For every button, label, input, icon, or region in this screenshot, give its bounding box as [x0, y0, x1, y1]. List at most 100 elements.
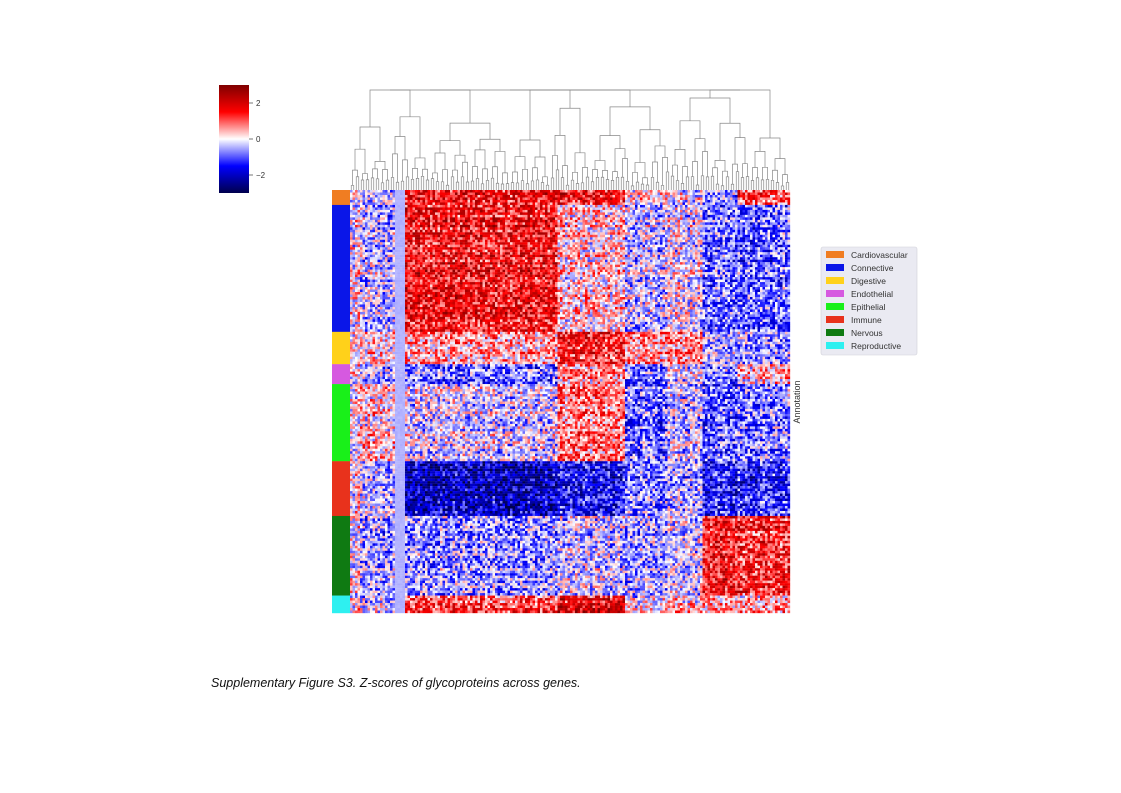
heatmap-cell	[752, 194, 756, 198]
heatmap-cell	[472, 222, 476, 225]
heatmap-cell	[432, 202, 436, 206]
heatmap-cell	[777, 234, 781, 238]
dendrogram-branch	[452, 169, 458, 183]
heatmap-cell	[752, 202, 756, 206]
heatmap-cell	[397, 254, 401, 258]
heatmap-cell	[530, 214, 533, 218]
heatmap-cell	[500, 190, 503, 193]
heatmap-cell	[380, 224, 383, 228]
dendrogram-branch	[365, 179, 370, 190]
heatmap-cell	[647, 254, 651, 258]
heatmap-cell	[595, 212, 598, 216]
heatmap-cell	[372, 202, 376, 206]
dendrogram-branch	[675, 180, 680, 190]
heatmap-cell	[407, 252, 411, 255]
heatmap-cell	[675, 242, 678, 245]
heatmap-cell	[402, 257, 406, 260]
heatmap-cell	[717, 199, 721, 203]
heatmap-cell	[382, 217, 386, 221]
heatmap-cell	[770, 207, 773, 211]
heatmap-cell	[400, 242, 403, 245]
heatmap-cell	[550, 244, 553, 248]
heatmap-cell	[710, 197, 713, 201]
heatmap-cell	[502, 239, 506, 243]
heatmap-cell	[757, 232, 761, 235]
heatmap-cell	[587, 217, 591, 221]
heatmap-cell	[640, 247, 643, 250]
heatmap-cell	[607, 217, 611, 221]
heatmap-cell	[710, 199, 713, 203]
heatmap-cell	[430, 237, 433, 240]
heatmap-cell	[610, 227, 613, 230]
heatmap-cell	[637, 239, 641, 243]
heatmap-cell	[705, 234, 708, 238]
heatmap-cell	[702, 190, 706, 193]
heatmap-cell	[525, 219, 528, 223]
heatmap-cell	[647, 247, 651, 250]
heatmap-cell	[362, 252, 366, 255]
heatmap-cell	[437, 244, 441, 248]
heatmap-cell	[432, 232, 436, 235]
heatmap-cell	[735, 247, 738, 250]
heatmap-cell	[677, 199, 681, 203]
heatmap-cell	[737, 214, 741, 218]
heatmap-cell	[467, 199, 471, 203]
heatmap-cell	[367, 234, 371, 238]
heatmap-cell	[560, 232, 563, 235]
heatmap-cell	[495, 209, 498, 213]
heatmap-cell	[670, 194, 673, 198]
heatmap-cell	[717, 249, 721, 253]
heatmap-cell	[757, 219, 761, 223]
heatmap-cell	[590, 192, 593, 196]
heatmap-cell	[462, 249, 466, 253]
heatmap-cell	[400, 224, 403, 228]
heatmap-cell	[770, 249, 773, 253]
heatmap-cell	[530, 252, 533, 255]
heatmap-cell	[712, 190, 716, 193]
heatmap-cell	[767, 197, 771, 201]
heatmap-cell	[412, 199, 416, 203]
heatmap-cell	[702, 192, 706, 196]
heatmap-cell	[697, 239, 701, 243]
heatmap-cell	[737, 239, 741, 243]
heatmap-cell	[720, 232, 723, 235]
heatmap-cell	[587, 247, 591, 250]
heatmap-cell	[375, 232, 378, 235]
heatmap-cell	[745, 232, 748, 235]
heatmap-cell	[477, 194, 481, 198]
heatmap-cell	[767, 234, 771, 238]
heatmap-cell	[550, 224, 553, 228]
heatmap-cell	[760, 217, 763, 221]
heatmap-cell	[380, 232, 383, 235]
heatmap-cell	[675, 249, 678, 253]
heatmap-cell	[422, 219, 426, 223]
heatmap-cell	[432, 222, 436, 225]
heatmap-cell	[665, 202, 668, 206]
heatmap-cell	[582, 204, 586, 208]
heatmap-cell	[437, 204, 441, 208]
heatmap-cell	[667, 190, 671, 193]
heatmap-cell	[537, 224, 541, 228]
heatmap-cell	[735, 222, 738, 225]
heatmap-cell	[380, 207, 383, 211]
heatmap-cell	[440, 197, 443, 201]
heatmap-cell	[470, 219, 473, 223]
heatmap-cell	[392, 214, 396, 218]
heatmap-cell	[372, 229, 376, 233]
heatmap-cell	[397, 224, 401, 228]
heatmap-cell	[490, 237, 493, 240]
heatmap-cell	[645, 237, 648, 240]
heatmap-cell	[525, 229, 528, 233]
heatmap-cell	[467, 212, 471, 216]
heatmap-cell	[697, 209, 701, 213]
heatmap-cell	[552, 204, 556, 208]
heatmap-cell	[630, 239, 633, 243]
heatmap-cell	[480, 214, 483, 218]
heatmap-cell	[622, 229, 626, 233]
heatmap-cell	[580, 190, 583, 193]
heatmap-cell	[722, 217, 726, 221]
heatmap-cell	[742, 234, 746, 238]
heatmap-cell	[435, 229, 438, 233]
heatmap-cell	[740, 190, 743, 193]
heatmap-cell	[782, 247, 786, 250]
